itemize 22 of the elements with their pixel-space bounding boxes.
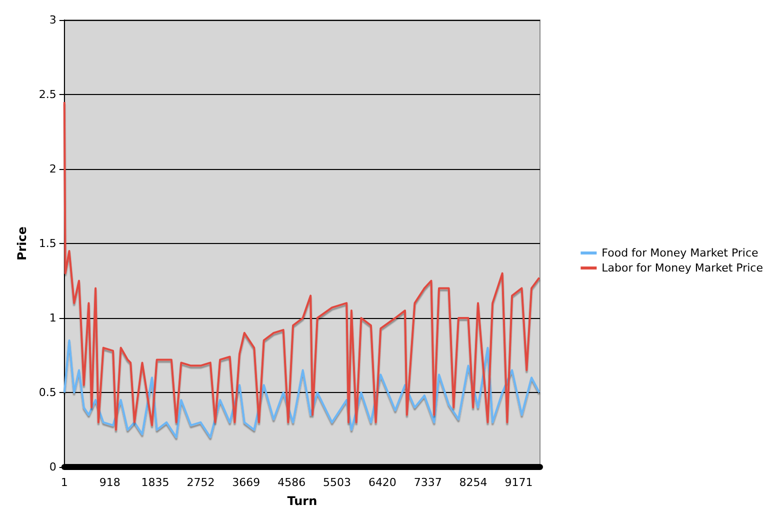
x-tick-label: 6420 [368, 476, 396, 489]
y-tick-label: 0.5 [38, 386, 56, 399]
x-tick-label: 1 [60, 476, 68, 489]
x-tick-label: 2752 [186, 476, 215, 489]
x-tick-label: 4586 [278, 476, 306, 489]
y-tick-label: 3 [49, 14, 56, 26]
y-tick-label: 0 [49, 460, 56, 474]
x-tick-label: 7337 [414, 476, 442, 489]
x-axis-title: Turn [287, 494, 318, 508]
y-tick-label: 2 [49, 162, 56, 176]
legend-label: Food for Money Market Price [602, 246, 759, 260]
y-tick-label: 1.5 [38, 237, 56, 250]
y-tick-label: 2.5 [38, 88, 56, 101]
legend-label: Labor for Money Market Price [602, 262, 764, 274]
x-tick-label: 9171 [504, 476, 533, 489]
y-tick-label: 1 [49, 312, 56, 324]
x-tick-label: 1835 [141, 476, 170, 489]
y-axis-title: Price [15, 226, 29, 261]
x-tick-label: 8254 [459, 476, 488, 489]
x-tick-label: 5503 [323, 476, 352, 489]
x-tick-label: 3669 [232, 476, 260, 489]
x-tick-label: 918 [99, 476, 120, 489]
